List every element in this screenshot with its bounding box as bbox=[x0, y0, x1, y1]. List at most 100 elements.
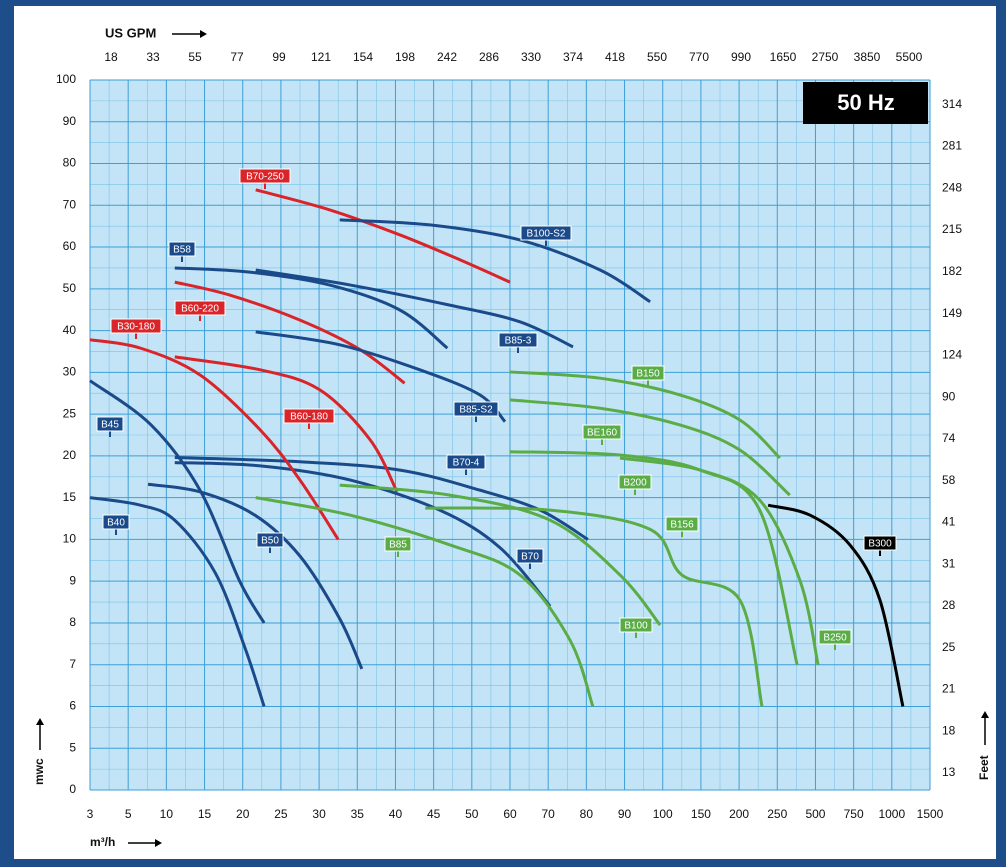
tag-box bbox=[174, 300, 226, 316]
tag-box bbox=[110, 318, 162, 334]
y2-tick-label: 149 bbox=[942, 306, 962, 320]
legend-label: B60-220 bbox=[181, 304, 219, 315]
x2-tick-label: 1650 bbox=[770, 50, 797, 64]
x2-tick-label: 2750 bbox=[812, 50, 839, 64]
curve-tag: B58 bbox=[168, 241, 196, 262]
legend-label: B85-3 bbox=[505, 336, 532, 347]
legend-label: B100-S2 bbox=[527, 229, 566, 240]
y-tick-label: 10 bbox=[63, 532, 77, 546]
curve-tag: B85 bbox=[384, 536, 412, 557]
x-tick-label: 25 bbox=[274, 807, 288, 821]
x2-tick-label: 990 bbox=[731, 50, 751, 64]
y2-tick-label: 58 bbox=[942, 473, 956, 487]
y-tick-label: 90 bbox=[63, 114, 77, 128]
tag-box bbox=[818, 629, 852, 645]
tag-box bbox=[168, 241, 196, 257]
y-tick-label: 6 bbox=[69, 699, 76, 713]
curve-tag: B150 bbox=[631, 365, 665, 386]
x2-axis-label: US GPM bbox=[105, 25, 156, 40]
x-tick-label: 30 bbox=[312, 807, 326, 821]
x-tick-label: 500 bbox=[805, 807, 825, 821]
x2-tick-label: 374 bbox=[563, 50, 583, 64]
legend-label: B85-S2 bbox=[459, 405, 493, 416]
pump-curve bbox=[619, 456, 820, 666]
x-tick-label: 35 bbox=[351, 807, 365, 821]
x-tick-label: 60 bbox=[503, 807, 517, 821]
pump-curve bbox=[255, 330, 507, 423]
legend-label: B200 bbox=[623, 478, 647, 489]
legend-label: B156 bbox=[670, 520, 694, 531]
x2-tick-label: 77 bbox=[230, 50, 244, 64]
y2-tick-label: 248 bbox=[942, 180, 962, 194]
tag-box bbox=[96, 416, 124, 432]
tag-box bbox=[520, 225, 572, 241]
x-tick-label: 5 bbox=[125, 807, 132, 821]
x-tick-label: 45 bbox=[427, 807, 441, 821]
x2-tick-label: 770 bbox=[689, 50, 709, 64]
x-tick-label: 15 bbox=[198, 807, 212, 821]
curve-tag: B100-S2 bbox=[520, 225, 572, 246]
curve-tag: B60-220 bbox=[174, 300, 226, 321]
x-tick-label: 80 bbox=[580, 807, 594, 821]
tag-box bbox=[453, 401, 499, 417]
y2-tick-label: 21 bbox=[942, 682, 956, 696]
y-tick-label: 5 bbox=[69, 740, 76, 754]
legend-label: B70-250 bbox=[246, 172, 284, 183]
x2-tick-label: 18 bbox=[104, 50, 118, 64]
y-tick-label: 0 bbox=[69, 782, 76, 796]
x-tick-label: 200 bbox=[729, 807, 749, 821]
y-tick-label: 50 bbox=[63, 281, 77, 295]
pump-curve bbox=[339, 483, 662, 626]
tag-box bbox=[665, 516, 699, 532]
tag-box bbox=[498, 332, 538, 348]
arrow-head bbox=[981, 711, 989, 718]
y2-tick-label: 314 bbox=[942, 97, 962, 111]
tag-box bbox=[283, 408, 335, 424]
curve-tag: B85-S2 bbox=[453, 401, 499, 422]
legend-label: BE160 bbox=[587, 428, 617, 439]
x-tick-label: 50 bbox=[465, 807, 479, 821]
x2-tick-label: 5500 bbox=[896, 50, 923, 64]
curve-tag: B100 bbox=[619, 617, 653, 638]
pump-curve bbox=[509, 398, 791, 497]
badge-box bbox=[803, 82, 928, 124]
legend-label: B50 bbox=[261, 536, 279, 547]
pump-curve bbox=[89, 496, 266, 707]
curve-tag: BE160 bbox=[582, 424, 622, 445]
x-tick-label: 90 bbox=[618, 807, 632, 821]
y2-tick-label: 74 bbox=[942, 431, 956, 445]
legend-label: B70-4 bbox=[453, 458, 480, 469]
y-tick-label: 20 bbox=[63, 448, 77, 462]
y-tick-label: 25 bbox=[63, 406, 77, 420]
x2-tick-label: 418 bbox=[605, 50, 625, 64]
tag-box bbox=[446, 454, 486, 470]
tag-box bbox=[384, 536, 412, 552]
tag-box bbox=[102, 514, 130, 530]
x2-tick-label: 154 bbox=[353, 50, 373, 64]
curve-tag: B60-180 bbox=[283, 408, 335, 429]
y2-tick-label: 31 bbox=[942, 556, 956, 570]
x-tick-label: 3 bbox=[87, 807, 94, 821]
pump-curve bbox=[255, 496, 595, 707]
curve-tag: B250 bbox=[818, 629, 852, 650]
y-tick-label: 40 bbox=[63, 323, 77, 337]
pump-curve bbox=[174, 280, 406, 385]
pump-curve bbox=[174, 461, 552, 608]
legend-label: B70 bbox=[521, 552, 539, 563]
x-tick-label: 1500 bbox=[917, 807, 944, 821]
pump-curve bbox=[767, 503, 905, 707]
tag-box bbox=[863, 535, 897, 551]
tag-box bbox=[516, 548, 544, 564]
x2-tick-label: 550 bbox=[647, 50, 667, 64]
pump-curve bbox=[255, 268, 574, 349]
legend-label: B30-180 bbox=[117, 322, 155, 333]
x2-tick-label: 286 bbox=[479, 50, 499, 64]
y2-tick-label: 90 bbox=[942, 389, 956, 403]
pump-curve bbox=[339, 218, 651, 304]
pump-curve bbox=[509, 370, 781, 460]
curve-tag: B70-250 bbox=[239, 168, 291, 189]
tag-box bbox=[618, 474, 652, 490]
y-tick-label: 9 bbox=[69, 573, 76, 587]
y2-axis-label: Feet bbox=[977, 755, 991, 780]
